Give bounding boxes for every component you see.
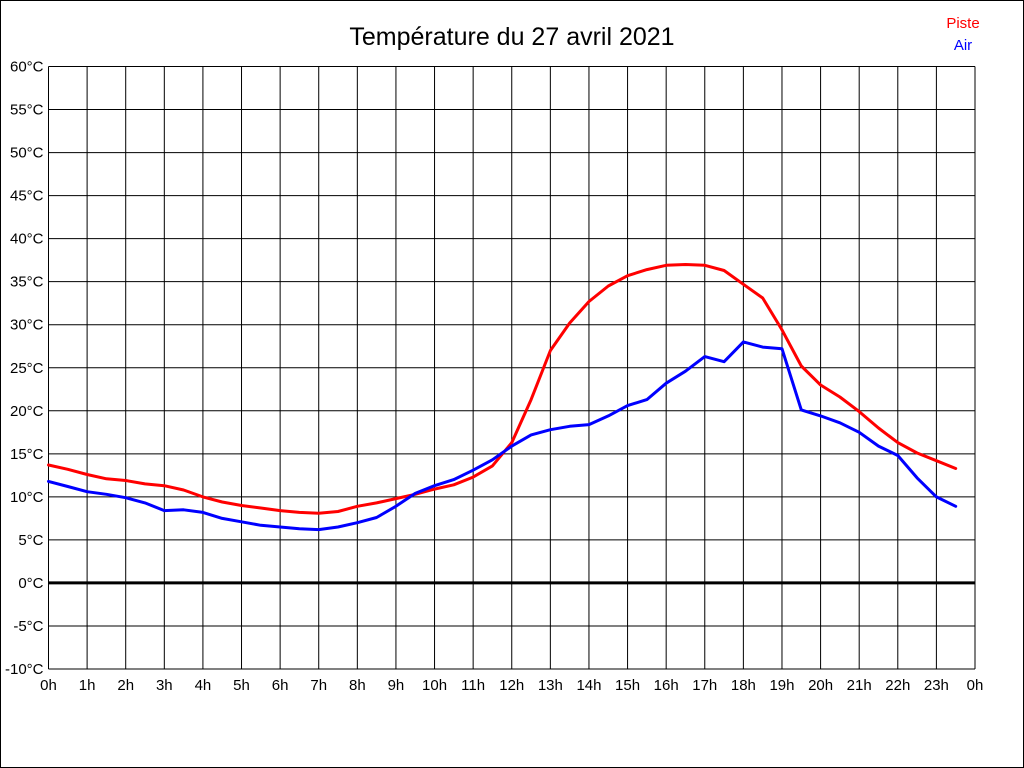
x-tick-label: 14h (576, 677, 601, 694)
x-tick-label: 19h (769, 677, 794, 694)
x-tick-label: 13h (538, 677, 563, 694)
chart-legend: Piste Air (919, 13, 1007, 57)
y-tick-label: -5°C (13, 618, 43, 635)
piste-line (47, 263, 958, 515)
y-tick-label: 5°C (18, 532, 43, 549)
x-tick-label: 18h (731, 677, 756, 694)
x-tick-label: 21h (847, 677, 872, 694)
x-tick-label: 8h (349, 677, 366, 694)
x-tick-label: 0h (40, 677, 57, 694)
y-tick-label: 45°C (10, 188, 44, 205)
x-tick-label: 7h (310, 677, 327, 694)
y-tick-label: 35°C (10, 274, 44, 291)
x-tick-label: 12h (499, 677, 524, 694)
legend-item-air: Air (953, 37, 973, 54)
x-tick-label: 0h (967, 677, 984, 694)
x-tick-label: 15h (615, 677, 640, 694)
x-tick-label: 6h (272, 677, 289, 694)
x-tick-label: 23h (924, 677, 949, 694)
x-tick-label: 5h (233, 677, 250, 694)
y-tick-label: 0°C (18, 575, 43, 592)
y-tick-label: 40°C (10, 231, 44, 248)
x-tick-label: 16h (654, 677, 679, 694)
legend-item-piste: Piste (946, 15, 980, 32)
y-tick-label: 60°C (10, 59, 44, 76)
x-tick-label: 1h (79, 677, 96, 694)
x-tick-label: 3h (156, 677, 173, 694)
y-tick-label: 55°C (10, 102, 44, 119)
y-tick-label: 25°C (10, 360, 44, 377)
x-tick-label: 11h (461, 677, 485, 694)
x-tick-label: 20h (808, 677, 833, 694)
y-tick-label: 30°C (10, 317, 44, 334)
x-tick-label: 4h (195, 677, 212, 694)
x-tick-label: 17h (692, 677, 717, 694)
x-tick-label: 22h (885, 677, 910, 694)
x-tick-label: 10h (422, 677, 447, 694)
y-tick-label: 20°C (10, 403, 44, 420)
y-tick-label: 10°C (10, 489, 44, 506)
x-tick-label: 2h (117, 677, 134, 694)
y-tick-label: -10°C (5, 661, 44, 678)
chart-title: Température du 27 avril 2021 (349, 23, 675, 51)
y-tick-label: 15°C (10, 446, 44, 463)
y-tick-label: 50°C (10, 145, 44, 162)
x-tick-label: 9h (388, 677, 405, 694)
air-line (47, 340, 958, 532)
